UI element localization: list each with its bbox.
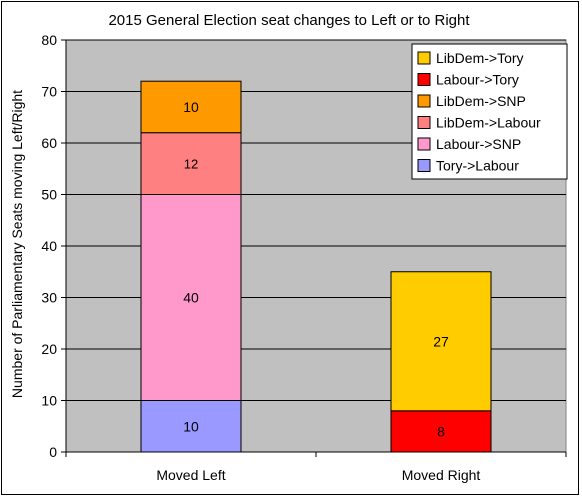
- y-tick-label: 70: [41, 84, 57, 100]
- bar-segment: [140, 132, 242, 195]
- bars: 10 40 12 10 8 27: [140, 80, 492, 453]
- legend-swatch: [417, 116, 431, 129]
- y-tick-label: 50: [41, 187, 57, 203]
- y-tick-label: 0: [49, 444, 57, 460]
- data-label: 12: [184, 157, 198, 172]
- chart-title: 2015 General Election seat changes to Le…: [108, 12, 470, 29]
- bar-segment: [390, 410, 492, 453]
- y-axis: 0 10 20 30 40 50 60 70 80: [41, 32, 67, 460]
- x-category-label: Moved Right: [402, 467, 481, 483]
- y-tick-label: 20: [41, 341, 57, 357]
- legend-label: LibDem->Labour: [436, 115, 541, 131]
- y-axis-label: Number of Parliamentary Seats moving Lef…: [9, 90, 25, 398]
- legend-label: Labour->Tory: [436, 72, 519, 88]
- bar-segment: [390, 271, 492, 412]
- legend-label: Labour->SNP: [436, 136, 521, 152]
- legend-label: LibDem->SNP: [436, 93, 526, 109]
- x-axis: Moved Left Moved Right: [65, 451, 567, 483]
- y-tick-label: 60: [41, 135, 57, 151]
- data-label: 10: [183, 99, 199, 115]
- data-label: 40: [183, 290, 199, 306]
- y-tick-label: 40: [41, 238, 57, 254]
- y-tick-label: 30: [41, 290, 57, 306]
- legend-swatch: [417, 94, 431, 108]
- legend: LibDem->Tory Labour->Tory LibDem->SNP LibDe…: [411, 43, 568, 180]
- x-category-label: Moved Left: [156, 467, 225, 483]
- bar-segment: [140, 80, 242, 134]
- data-label: 27: [433, 333, 449, 349]
- data-label: 8: [437, 423, 445, 439]
- data-label: 10: [183, 418, 199, 434]
- legend-swatch: [417, 73, 431, 86]
- bar-segment: [140, 194, 242, 401]
- y-tick-label: 80: [41, 32, 57, 48]
- legend-swatch: [417, 137, 431, 151]
- legend-swatch: [417, 51, 431, 65]
- legend-label: LibDem->Tory: [436, 50, 524, 66]
- y-tick-label: 10: [41, 393, 57, 409]
- legend-label: Tory->Labour: [436, 158, 519, 174]
- legend-swatch: [417, 159, 431, 172]
- legend-box: [411, 43, 568, 180]
